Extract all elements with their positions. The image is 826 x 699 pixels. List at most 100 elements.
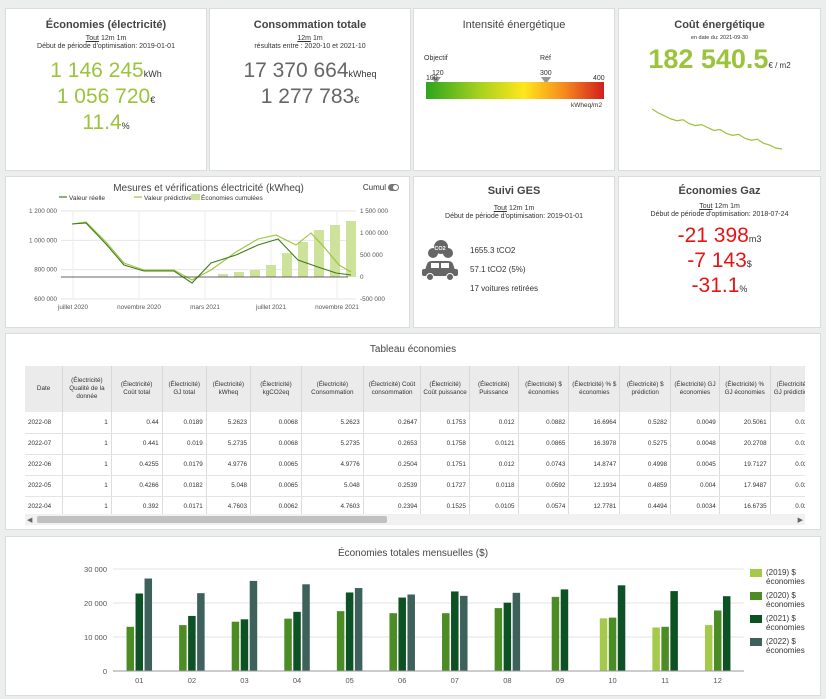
table-header-cell[interactable]: Date [25, 366, 64, 412]
bar-10-series-2[interactable] [617, 585, 626, 671]
bar-07-series-2[interactable] [451, 591, 459, 671]
table-cell: 0.0189 [162, 412, 207, 434]
bar-04-series-2[interactable] [293, 611, 301, 671]
bar-08-series-2[interactable] [503, 602, 512, 671]
table-header-cell[interactable]: (Électricité) $ économies [518, 366, 570, 412]
m3-savings: -21 398m3 [619, 224, 820, 248]
bar-10-series-1[interactable] [608, 617, 617, 671]
bar-05-series-2[interactable] [345, 592, 354, 671]
bar-04-series-1[interactable] [284, 618, 292, 671]
table-cell: 0.022 [770, 454, 805, 476]
energy-cost-card: Coût énergétique en date du: 2021-09-30 … [618, 8, 821, 171]
table-header-cell[interactable]: (Électricité) Coût consommation [363, 366, 422, 412]
period-all-link[interactable]: Tout [699, 203, 713, 210]
bar-06-series-1[interactable] [389, 613, 397, 671]
toggle-knob-icon [393, 185, 398, 190]
energy-intensity-card: Intensité énergétique Objectif Réf 120 3… [413, 8, 615, 171]
bar-11-series-0[interactable] [652, 627, 660, 671]
bar-01-series-1[interactable] [126, 626, 135, 671]
y-tick-label: 0 [103, 667, 107, 676]
table-header-cell[interactable]: (Électricité) Coût total [111, 366, 163, 412]
legend-item[interactable]: (2021) $ économies [750, 614, 820, 632]
table-header-cell[interactable]: (Électricité) GJ prédiction [770, 366, 805, 412]
table-header-cell[interactable]: (Électricité) Qualité de la donnée [62, 366, 112, 412]
bar-12-series-0[interactable] [704, 625, 713, 671]
bar-03-series-1[interactable] [231, 621, 240, 671]
bar-07-series-3[interactable] [460, 595, 468, 671]
x-tick-label: 05 [345, 676, 353, 685]
bar-05-series-3[interactable] [354, 588, 363, 671]
legend-label: (2021) $ économies [766, 614, 805, 632]
table-header-cell[interactable]: (Électricité) % $ économies [568, 366, 621, 412]
x-tick-label: 09 [556, 676, 564, 685]
legend-item[interactable]: (2022) $ économies [750, 637, 820, 655]
y-tick-left: 1 000 000 [29, 237, 58, 244]
table-header-cell[interactable]: (Électricité) GJ total [162, 366, 207, 412]
chart-title: Économies totales mensuelles ($) [337, 548, 489, 559]
legend-item[interactable]: Valeur prédictive [144, 195, 192, 202]
period-12m-link[interactable]: 12m [100, 35, 115, 42]
bar-08-series-3[interactable] [512, 592, 521, 671]
table-header-cell[interactable]: (Électricité) Puissance [469, 366, 519, 412]
period-1m-link[interactable]: 1m [524, 205, 535, 212]
table-cell: 0.019 [162, 433, 207, 455]
money-value: 1 277 783 [260, 85, 355, 108]
scroll-right-icon[interactable]: ▶ [797, 517, 803, 524]
table-header-cell[interactable]: (Électricité) kWheq [206, 366, 252, 412]
horizontal-scrollbar[interactable]: ◀ ▶ [25, 514, 805, 525]
scroll-left-icon[interactable]: ◀ [27, 517, 33, 524]
legend-item[interactable]: (2020) $ économies [750, 591, 820, 609]
period-all-link[interactable]: Tout [85, 35, 99, 42]
table-cell: 0.0882 [518, 412, 570, 434]
table-cell: 0.441 [111, 433, 163, 455]
bar-02-series-1[interactable] [179, 625, 187, 671]
bar-12-series-1[interactable] [713, 610, 722, 671]
bar-09-series-2[interactable] [560, 589, 569, 671]
period-12m-link[interactable]: 12m [508, 205, 523, 212]
m3-value: -21 398 [677, 224, 749, 247]
bar-10-series-0[interactable] [599, 618, 608, 671]
bar-06-series-3[interactable] [407, 594, 415, 672]
bar-07-series-1[interactable] [442, 613, 450, 671]
bar-11-series-2[interactable] [670, 591, 678, 671]
table-viewport[interactable]: Date (Électricité) Qualité de la donnée (É… [25, 366, 805, 515]
table-row: 2022-06 1 0.4255 0.0179 4.9776 0.0065 4.9776 0.… [25, 454, 805, 476]
bar-04-series-3[interactable] [302, 584, 310, 671]
table-header-cell[interactable]: (Électricité) GJ économies [670, 366, 720, 412]
bar-02-series-2[interactable] [188, 615, 196, 671]
table-header-cell[interactable]: (Électricité) kgCO2eq [250, 366, 302, 412]
legend-item[interactable]: Économies cumulées [201, 193, 264, 202]
table-header-cell[interactable]: (Électricité) Consommation [301, 366, 364, 412]
bar-06-series-2[interactable] [398, 597, 406, 671]
bar-12-series-2[interactable] [722, 596, 731, 671]
pct-value: -31.1 [691, 274, 740, 297]
period-12m-link[interactable]: 12m [297, 35, 311, 42]
bar-03-series-2[interactable] [240, 619, 249, 671]
scrollbar-thumb[interactable] [37, 516, 387, 523]
table-cell: 5.2623 [206, 412, 252, 434]
bar-01-series-3[interactable] [144, 578, 153, 671]
cumul-toggle[interactable] [388, 184, 399, 191]
table-header-cell[interactable]: (Électricité) % GJ économies [719, 366, 771, 412]
elec-savings-card: Économies (électricité) Tout 12m 1m Débu… [5, 8, 207, 171]
car-co2-icon: CO2 [422, 240, 458, 281]
bar-11-series-1[interactable] [661, 626, 669, 671]
table-cell: 0.5282 [619, 412, 672, 434]
bar-03-series-3[interactable] [249, 580, 258, 671]
period-12m-link[interactable]: 12m [714, 203, 729, 210]
x-tick-label: 06 [398, 676, 406, 685]
period-1m-link[interactable]: 1m [116, 35, 127, 42]
bar-09-series-1[interactable] [551, 596, 560, 671]
bar-02-series-3[interactable] [197, 593, 205, 671]
bar-01-series-2[interactable] [135, 593, 144, 671]
table-header-cell[interactable]: (Électricité) Coût puissance [420, 366, 470, 412]
period-1m-link[interactable]: 1m [730, 203, 740, 210]
period-1m-link[interactable]: 1m [312, 35, 323, 42]
table-header-cell[interactable]: (Électricité) $ prédiction [619, 366, 672, 412]
legend-item[interactable]: Valeur réelle [69, 195, 105, 202]
table-cell: 0.0592 [518, 475, 570, 497]
bar-05-series-1[interactable] [336, 611, 345, 671]
period-all-link[interactable]: Tout [493, 205, 507, 212]
bar-08-series-1[interactable] [494, 608, 503, 671]
legend-item[interactable]: (2019) $ économies [750, 568, 820, 586]
